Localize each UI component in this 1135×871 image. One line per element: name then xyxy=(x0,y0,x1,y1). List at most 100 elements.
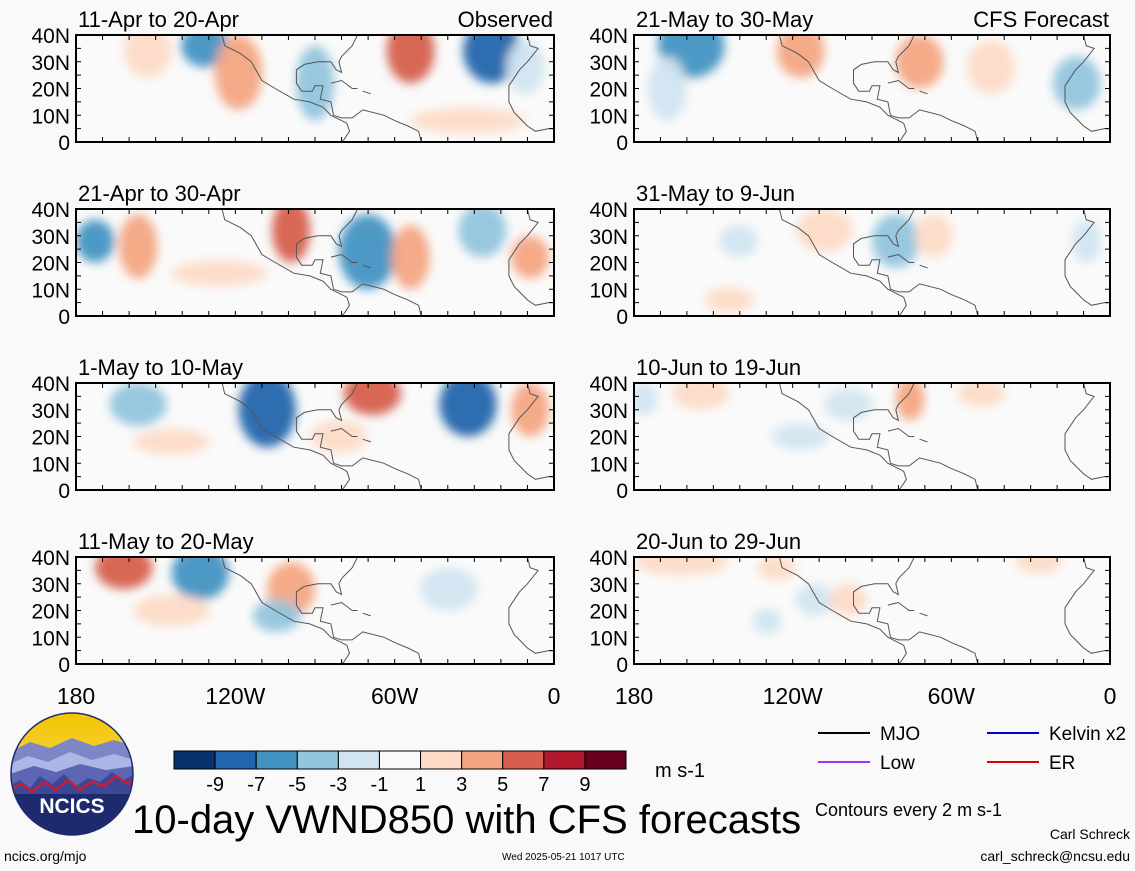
panel-period-title: 21-Apr to 30-Apr xyxy=(78,181,241,206)
wind-shading xyxy=(648,35,1101,121)
y-tick-label: 10N xyxy=(31,627,70,650)
y-tick-label: 10N xyxy=(589,105,628,128)
y-tick-label: 20N xyxy=(589,601,628,624)
legend: MJO Kelvin x2 Low ER xyxy=(818,724,1126,774)
colorbar: -9 -7 -5 -3 -1 1 3 5 7 9 xyxy=(173,750,627,796)
y-tick-label: 0 xyxy=(616,132,628,155)
y-tick-label: 20N xyxy=(589,79,628,102)
colorbar-swatch xyxy=(214,750,257,770)
contour-note: Contours every 2 m s-1 xyxy=(815,800,1003,820)
wind-shading xyxy=(76,209,550,290)
y-tick-label: 30N xyxy=(31,52,70,75)
colorbar-tick-label: 1 xyxy=(415,774,426,796)
coastlines xyxy=(221,557,554,664)
wind-shading xyxy=(123,35,545,134)
panel-period-title: 20-Jun to 29-Jun xyxy=(636,529,801,554)
footer-author: Carl Schreck xyxy=(1049,826,1130,842)
footer-url[interactable]: ncics.org/mjo xyxy=(4,848,87,864)
legend-label: ER xyxy=(1049,753,1075,774)
y-tick-label: 0 xyxy=(58,654,70,677)
colorbar-swatch xyxy=(584,750,627,770)
y-tick-label: 0 xyxy=(58,480,70,503)
ncics-logo: NCICS xyxy=(10,712,134,836)
y-tick-label: 40N xyxy=(589,547,628,570)
panel-period-title: 11-Apr to 20-Apr xyxy=(78,7,239,32)
coastlines xyxy=(778,35,1110,142)
y-tick-label: 0 xyxy=(616,654,628,677)
colorbar-swatch xyxy=(420,750,463,770)
map-background xyxy=(634,557,1110,664)
x-tick-label: 180 xyxy=(57,683,95,709)
figure-title: 10-day VWND850 with CFS forecasts xyxy=(132,798,802,842)
y-tick-label: 30N xyxy=(31,226,70,249)
legend-label: MJO xyxy=(880,724,920,745)
colorbar-swatch xyxy=(543,750,586,770)
map-panel: 40N 30N 20N 10N 0 11-May to 20-May 180 120W 60W 0 xyxy=(31,529,560,709)
coastlines xyxy=(778,209,1110,316)
logo-text: NCICS xyxy=(39,795,104,818)
y-tick-label: 10N xyxy=(589,279,628,302)
y-tick-label: 0 xyxy=(616,306,628,329)
y-tick-label: 30N xyxy=(31,400,70,423)
colorbar-swatch xyxy=(461,750,504,770)
colorbar-tick-label: 9 xyxy=(579,774,590,796)
y-tick-label: 10N xyxy=(31,453,70,476)
wind-shading xyxy=(634,557,1063,635)
y-tick-label: 20N xyxy=(31,253,70,276)
y-tick-label: 30N xyxy=(31,574,70,597)
wind-shading xyxy=(95,557,478,632)
y-tick-label: 0 xyxy=(616,480,628,503)
legend-label: Kelvin x2 xyxy=(1049,724,1126,745)
wind-shading xyxy=(634,383,1006,450)
y-tick-label: 30N xyxy=(589,226,628,249)
map-panel: 40N 30N 20N 10N 0 20-Jun to 29-Jun 180 120W 60W 0 xyxy=(589,529,1116,709)
y-tick-label: 40N xyxy=(31,373,70,396)
y-tick-label: 40N xyxy=(589,25,628,48)
map-panel: 40N 30N 20N 10N 0 11-Apr to 20-Apr Observed xyxy=(31,7,555,155)
colorbar-tick-label: -7 xyxy=(247,774,265,796)
panel-period-title: 11-May to 20-May xyxy=(78,529,254,554)
panel-period-title: 10-Jun to 19-Jun xyxy=(636,355,801,380)
wind-shading xyxy=(705,209,1101,313)
y-tick-label: 20N xyxy=(589,253,628,276)
colorbar-tick-label: 7 xyxy=(538,774,549,796)
colorbar-tick-label: -5 xyxy=(288,774,306,796)
colorbar-swatch xyxy=(378,750,422,770)
panel-period-title: 1-May to 10-May xyxy=(78,355,243,380)
x-tick-label: 180 xyxy=(615,683,653,709)
column-header: CFS Forecast xyxy=(973,7,1109,32)
x-tick-label: 60W xyxy=(928,683,976,709)
y-tick-label: 10N xyxy=(589,627,628,650)
map-panel: 40N 30N 20N 10N 0 10-Jun to 19-Jun xyxy=(589,355,1111,503)
y-tick-label: 40N xyxy=(31,25,70,48)
colorbar-tick-label: 3 xyxy=(456,774,467,796)
column-header: Observed xyxy=(458,7,553,32)
colorbar-swatch xyxy=(173,750,216,770)
colorbar-tick-label: -3 xyxy=(329,774,347,796)
y-tick-label: 30N xyxy=(589,52,628,75)
coastlines xyxy=(221,209,554,316)
footer-email[interactable]: carl_schreck@ncsu.edu xyxy=(980,848,1130,864)
y-tick-label: 20N xyxy=(31,79,70,102)
colorbar-swatch xyxy=(337,750,380,770)
colorbar-swatch xyxy=(502,750,545,770)
colorbar-tick-label: -1 xyxy=(371,774,389,796)
coastlines xyxy=(778,383,1110,490)
map-panel: 40N 30N 20N 10N 0 21-Apr to 30-Apr xyxy=(31,181,555,329)
units-label: m s-1 xyxy=(655,760,705,782)
y-tick-label: 10N xyxy=(31,105,70,128)
y-tick-label: 10N xyxy=(589,453,628,476)
colorbar-swatch xyxy=(296,750,339,770)
y-tick-label: 30N xyxy=(589,400,628,423)
y-tick-label: 40N xyxy=(31,199,70,222)
y-tick-label: 30N xyxy=(589,574,628,597)
colorbar-tick-label: -9 xyxy=(206,774,224,796)
y-tick-label: 0 xyxy=(58,306,70,329)
map-panel: 40N 30N 20N 10N 0 21-May to 30-May CFS Forecas… xyxy=(589,7,1111,155)
panel-period-title: 31-May to 9-Jun xyxy=(636,181,795,206)
y-tick-label: 10N xyxy=(31,279,70,302)
y-tick-label: 40N xyxy=(589,373,628,396)
x-tick-label: 120W xyxy=(205,683,265,709)
x-tick-label: 0 xyxy=(1104,683,1117,709)
